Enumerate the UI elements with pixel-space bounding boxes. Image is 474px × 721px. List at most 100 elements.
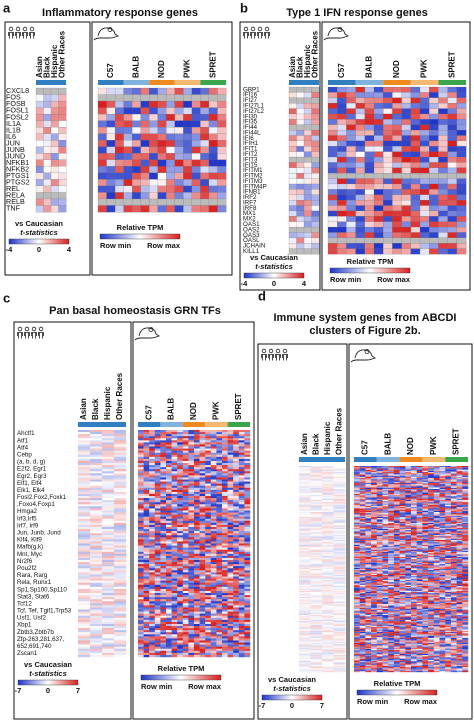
- human-heatmap-cell: [102, 524, 115, 528]
- mouse-heatmap-cell: [405, 497, 412, 499]
- mouse-heatmap-cell: [210, 586, 217, 590]
- mouse-heatmap-cell: [177, 611, 183, 614]
- mouse-heatmap-cell: [154, 580, 161, 583]
- mouse-heatmap-cell: [199, 481, 206, 484]
- mouse-heatmap-cell: [154, 493, 161, 497]
- human-heatmap-cell: [90, 650, 103, 654]
- mouse-heatmap-cell: [392, 237, 402, 244]
- mouse-heatmap-cell: [346, 200, 356, 206]
- mouse-heatmap-cell: [354, 514, 360, 516]
- human-heatmap-cell: [114, 506, 127, 509]
- mouse-heatmap-cell: [365, 512, 372, 514]
- mouse-heatmap-cell: [433, 501, 440, 503]
- human-heatmap-cell: [102, 543, 115, 546]
- mouse-heatmap-cell: [188, 617, 195, 621]
- mouse-heatmap-cell: [123, 127, 133, 134]
- mouse-heatmap-cell: [222, 553, 228, 557]
- mouse-heatmap-cell: [364, 216, 375, 222]
- mouse-heatmap-cell: [346, 146, 356, 152]
- gene-label: (a, b, d, g): [17, 459, 45, 466]
- human-heatmap-cell: [299, 502, 311, 504]
- human-heatmap-cell: [310, 516, 323, 519]
- mouse-heatmap-cell: [205, 518, 211, 521]
- mouse-heatmap-cell: [411, 475, 417, 478]
- human-heatmap-cell: [78, 467, 91, 470]
- human-heatmap-cell: [114, 479, 127, 482]
- mouse-heatmap-cell: [244, 434, 251, 437]
- human-group-label: Other Races: [310, 30, 319, 78]
- mouse-heatmap-cell: [208, 205, 218, 213]
- mouse-heatmap-cell: [123, 185, 133, 193]
- mouse-heatmap-cell: [355, 140, 366, 147]
- mouse-heatmap-cell: [143, 487, 150, 491]
- mouse-heatmap-cell: [149, 619, 155, 623]
- mouse-heatmap-cell: [216, 477, 223, 480]
- mouse-heatmap-cell: [138, 450, 144, 453]
- mouse-heatmap-cell: [154, 498, 161, 501]
- person-icon: [243, 26, 249, 32]
- mouse-heatmap-cell: [171, 539, 178, 542]
- mouse-heatmap-cell: [376, 499, 383, 502]
- mouse-heatmap-cell: [222, 652, 228, 656]
- mouse-heatmap-cell: [199, 456, 206, 460]
- mouse-heatmap-cell: [439, 504, 446, 507]
- mouse-heatmap-cell: [337, 237, 347, 244]
- mouse-heatmap-cell: [422, 467, 429, 469]
- mouse-heatmap-cell: [154, 588, 161, 592]
- mouse-heatmap-cell: [456, 151, 467, 158]
- mouse-heatmap-cell: [416, 493, 423, 496]
- mouse-heatmap-cell: [154, 506, 161, 509]
- mouse-heatmap-cell: [182, 545, 189, 548]
- mouse-heatmap-cell: [456, 516, 463, 519]
- mouse-heatmap-cell: [428, 481, 434, 484]
- mouse-heatmap-cell: [188, 640, 195, 643]
- mouse-heatmap-cell: [205, 560, 211, 563]
- mouse-heatmap-cell: [166, 485, 172, 488]
- mouse-heatmap-cell: [182, 506, 189, 509]
- mouse-heatmap-cell: [382, 505, 389, 508]
- mouse-heatmap-cell: [405, 475, 412, 478]
- mouse-heatmap-cell: [138, 590, 144, 594]
- human-heatmap-cell: [90, 588, 103, 592]
- mouse-heatmap-cell: [401, 205, 412, 212]
- mouse-heatmap-cell: [439, 512, 446, 514]
- mouse-heatmap-cell: [410, 173, 421, 179]
- mouse-heatmap-cell: [238, 471, 245, 474]
- mouse-heatmap-cell: [238, 605, 245, 608]
- mouse-heatmap-cell: [227, 654, 234, 658]
- mouse-icon: [337, 27, 343, 32]
- human-heatmap-cell: [102, 593, 115, 596]
- mouse-heatmap-cell: [149, 638, 155, 641]
- mouse-heatmap-cell: [157, 205, 167, 213]
- mouse-heatmap-cell: [177, 479, 183, 482]
- mouse-heatmap-cell: [149, 504, 155, 507]
- mouse-heatmap-cell: [233, 640, 239, 643]
- mouse-heatmap-cell: [171, 483, 178, 486]
- mouse-heatmap-cell: [233, 498, 239, 501]
- mouse-heatmap-cell: [438, 92, 448, 99]
- human-heatmap-cell: [102, 636, 115, 639]
- mouse-heatmap-cell: [354, 485, 360, 487]
- mouse-heatmap-cell: [422, 508, 429, 510]
- mouse-heatmap-cell: [199, 475, 206, 478]
- human-heatmap-cell: [90, 473, 103, 476]
- mouse-group-label: SPRET: [447, 51, 456, 78]
- human-heatmap-cell: [78, 580, 91, 583]
- mouse-heatmap-cell: [200, 159, 210, 167]
- mouse-heatmap-cell: [166, 520, 172, 524]
- mouse-heatmap-cell: [138, 640, 144, 643]
- mouse-heatmap-cell: [327, 119, 338, 126]
- mouse-heatmap-cell: [447, 119, 458, 126]
- mouse-heatmap-cell: [337, 119, 347, 126]
- mouse-heatmap-cell: [188, 450, 195, 453]
- mouse-heatmap-cell: [208, 185, 218, 193]
- mouse-heatmap-cell: [143, 609, 150, 612]
- mouse-heatmap-cell: [445, 498, 452, 501]
- mouse-heatmap-cell: [450, 489, 457, 491]
- mouse-heatmap-cell: [210, 570, 217, 573]
- mouse-heatmap-cell: [428, 501, 434, 503]
- mouse-heatmap-cell: [227, 628, 234, 631]
- mouse-heatmap-cell: [371, 514, 377, 516]
- human-heatmap-cell: [114, 537, 127, 540]
- gene-label: Cebp: [17, 451, 32, 458]
